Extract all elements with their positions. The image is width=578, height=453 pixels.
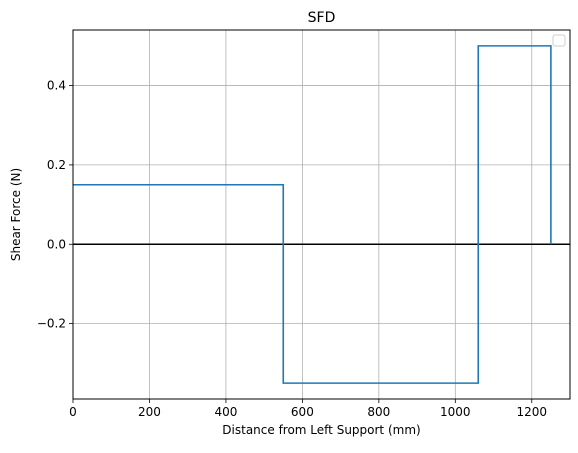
x-tick-label: 0 (69, 405, 77, 419)
y-tick-label: 0.0 (47, 237, 66, 251)
y-tick-label: 0.4 (47, 79, 66, 93)
x-axis-label: Distance from Left Support (mm) (222, 423, 420, 437)
shear-force-series (73, 45, 552, 384)
tick-layer: 0 200 400 600 800 1000 1200 −0.2 0.0 0.2 0.4 (37, 79, 547, 419)
series-layer (73, 45, 552, 384)
y-axis-label: Shear Force (N) (9, 168, 23, 261)
grid (72, 30, 570, 399)
x-tick-label: 1200 (516, 405, 547, 419)
x-tick-label: 200 (138, 405, 161, 419)
chart-title: SFD (308, 10, 336, 26)
legend-box (552, 34, 566, 47)
x-tick-label: 600 (291, 405, 314, 419)
x-tick-label: 400 (214, 405, 237, 419)
plot-frame (72, 29, 571, 400)
y-tick-label: −0.2 (37, 317, 66, 331)
x-tick-label: 800 (367, 405, 390, 419)
y-tick-label: 0.2 (47, 158, 66, 172)
x-tick-label: 1000 (440, 405, 471, 419)
